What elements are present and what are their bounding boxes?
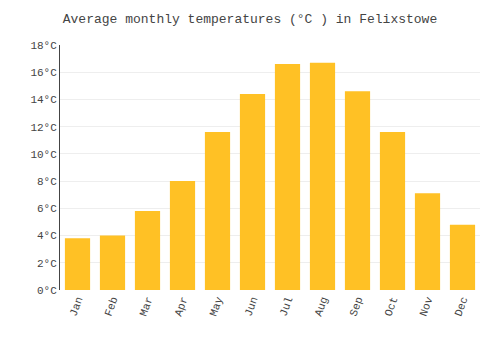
svg-text:Dec: Dec [452,295,470,318]
svg-text:8°C: 8°C [37,176,57,188]
svg-text:10°C: 10°C [30,149,57,161]
svg-text:6°C: 6°C [37,203,57,215]
svg-text:Aug: Aug [312,295,330,318]
svg-text:Nov: Nov [417,295,435,318]
svg-text:Mar: Mar [137,295,155,318]
svg-text:2°C: 2°C [37,258,57,270]
svg-text:Sep: Sep [347,295,365,318]
svg-text:Jul: Jul [277,295,295,318]
svg-text:16°C: 16°C [30,67,57,79]
svg-text:4°C: 4°C [37,230,57,242]
svg-text:Feb: Feb [102,295,120,318]
svg-text:18°C: 18°C [30,40,57,52]
svg-text:Oct: Oct [382,295,400,318]
svg-text:0°C: 0°C [37,285,57,297]
svg-text:12°C: 12°C [30,122,57,134]
svg-text:Jun: Jun [242,295,260,318]
svg-text:May: May [207,295,225,318]
svg-text:Apr: Apr [172,295,190,318]
svg-text:Jan: Jan [67,295,85,318]
svg-text:14°C: 14°C [30,94,57,106]
svg-text:Average monthly temperatures (: Average monthly temperatures (°C ) in Fe… [63,12,437,27]
